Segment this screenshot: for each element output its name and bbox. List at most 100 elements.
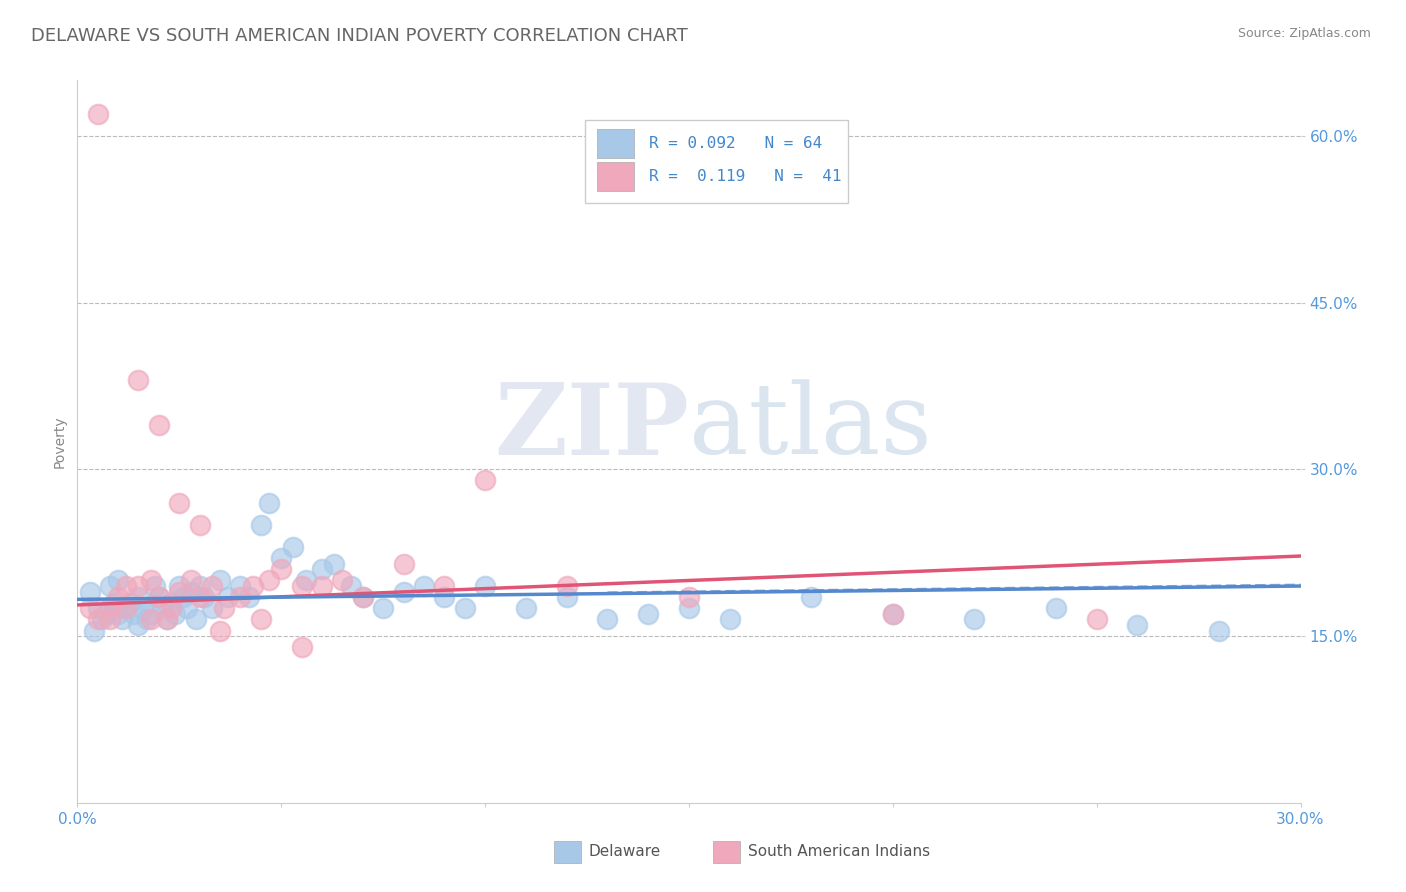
- Point: [172, 590, 194, 604]
- Point: [98, 612, 121, 626]
- Point: [83, 624, 105, 638]
- Point: [103, 596, 125, 610]
- Point: [193, 590, 215, 604]
- Point: [217, 590, 239, 604]
- Point: [718, 612, 741, 626]
- Point: [107, 574, 129, 588]
- Point: [160, 601, 183, 615]
- Point: [184, 612, 207, 626]
- Point: [115, 601, 138, 615]
- Point: [311, 562, 333, 576]
- Point: [156, 612, 179, 626]
- Point: [229, 590, 252, 604]
- Point: [148, 417, 170, 432]
- Point: [107, 607, 129, 621]
- Point: [87, 612, 110, 626]
- Point: [98, 579, 121, 593]
- Text: R =  0.119   N =  41: R = 0.119 N = 41: [648, 169, 841, 184]
- Point: [79, 584, 101, 599]
- Point: [208, 624, 231, 638]
- Point: [433, 579, 456, 593]
- Point: [229, 579, 252, 593]
- Point: [127, 373, 149, 387]
- Point: [94, 607, 117, 621]
- Point: [294, 574, 316, 588]
- Point: [311, 579, 333, 593]
- Point: [250, 517, 273, 532]
- Point: [238, 590, 260, 604]
- Point: [188, 517, 211, 532]
- Point: [127, 590, 149, 604]
- Point: [800, 590, 823, 604]
- Point: [115, 579, 138, 593]
- Point: [392, 584, 415, 599]
- Point: [131, 601, 153, 615]
- Point: [637, 607, 659, 621]
- Point: [176, 601, 198, 615]
- Point: [160, 596, 183, 610]
- Text: Source: ZipAtlas.com: Source: ZipAtlas.com: [1237, 27, 1371, 40]
- Point: [139, 607, 162, 621]
- Point: [1208, 624, 1230, 638]
- Point: [474, 474, 496, 488]
- Point: [882, 607, 904, 621]
- Point: [148, 590, 170, 604]
- Point: [283, 540, 305, 554]
- Point: [1085, 612, 1108, 626]
- Point: [290, 640, 312, 655]
- Point: [371, 601, 394, 615]
- Point: [332, 574, 354, 588]
- Bar: [554, 841, 581, 863]
- Point: [165, 607, 187, 621]
- Text: South American Indians: South American Indians: [748, 845, 929, 859]
- Point: [201, 579, 224, 593]
- Point: [963, 612, 986, 626]
- Point: [169, 584, 191, 599]
- Point: [596, 612, 619, 626]
- Point: [169, 579, 191, 593]
- Point: [555, 579, 578, 593]
- Point: [555, 590, 578, 604]
- Point: [107, 590, 129, 604]
- Bar: [598, 162, 634, 191]
- Point: [250, 612, 273, 626]
- Point: [115, 601, 138, 615]
- Point: [678, 590, 700, 604]
- Point: [98, 601, 121, 615]
- Point: [180, 574, 202, 588]
- Y-axis label: Poverty: Poverty: [52, 416, 66, 467]
- Point: [413, 579, 436, 593]
- Point: [270, 562, 292, 576]
- Point: [79, 601, 101, 615]
- Point: [474, 579, 496, 593]
- Bar: [713, 841, 741, 863]
- Point: [124, 607, 146, 621]
- Text: DELAWARE VS SOUTH AMERICAN INDIAN POVERTY CORRELATION CHART: DELAWARE VS SOUTH AMERICAN INDIAN POVERT…: [31, 27, 688, 45]
- Point: [156, 612, 179, 626]
- Point: [290, 579, 312, 593]
- Point: [1045, 601, 1067, 615]
- Point: [90, 612, 112, 626]
- Point: [352, 590, 374, 604]
- Point: [201, 601, 224, 615]
- Point: [208, 574, 231, 588]
- Text: ZIP: ZIP: [494, 378, 689, 475]
- Point: [143, 579, 166, 593]
- Point: [139, 574, 162, 588]
- Point: [453, 601, 475, 615]
- Point: [270, 551, 292, 566]
- Point: [148, 590, 170, 604]
- Point: [257, 496, 280, 510]
- Point: [433, 590, 456, 604]
- Point: [169, 496, 191, 510]
- Point: [111, 612, 134, 626]
- Point: [212, 601, 235, 615]
- Point: [180, 584, 202, 599]
- Point: [257, 574, 280, 588]
- Point: [242, 579, 264, 593]
- Text: Delaware: Delaware: [589, 845, 661, 859]
- Point: [127, 579, 149, 593]
- Point: [139, 612, 162, 626]
- Point: [882, 607, 904, 621]
- Point: [1126, 618, 1149, 632]
